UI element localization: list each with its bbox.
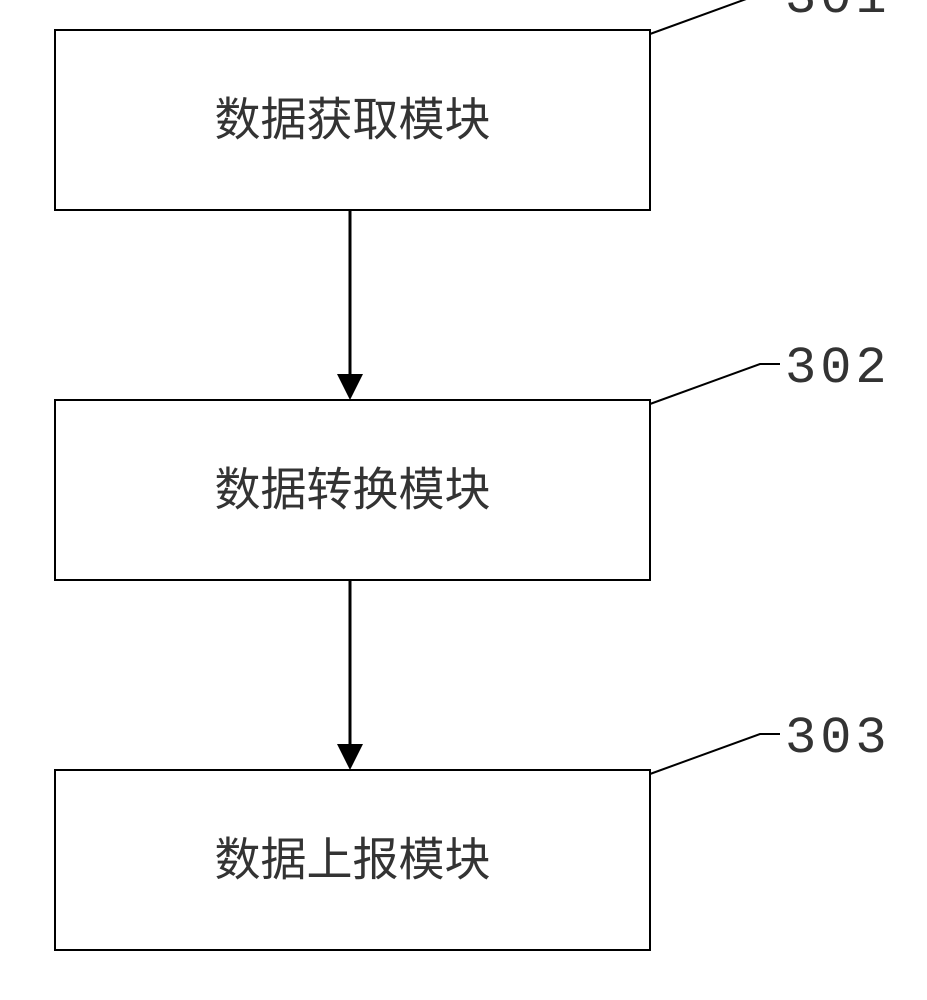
reference-number-n2: 302 [785, 339, 891, 398]
flowchart-diagram: 数据获取模块 301 数据转换模块 302 数据上报模块 303 [0, 0, 927, 1000]
reference-number-n3: 303 [785, 709, 891, 768]
arrow-head-1 [337, 744, 363, 770]
reference-number-n1: 301 [785, 0, 891, 28]
flow-box-label-n2: 数据转换模块 [215, 465, 491, 516]
arrow-head-0 [337, 374, 363, 400]
flow-box-label-n1: 数据获取模块 [215, 95, 491, 146]
leader-line-n2 [650, 364, 780, 404]
leader-line-n3 [650, 734, 780, 774]
flow-box-label-n3: 数据上报模块 [215, 835, 491, 886]
leader-line-n1 [650, 0, 780, 34]
